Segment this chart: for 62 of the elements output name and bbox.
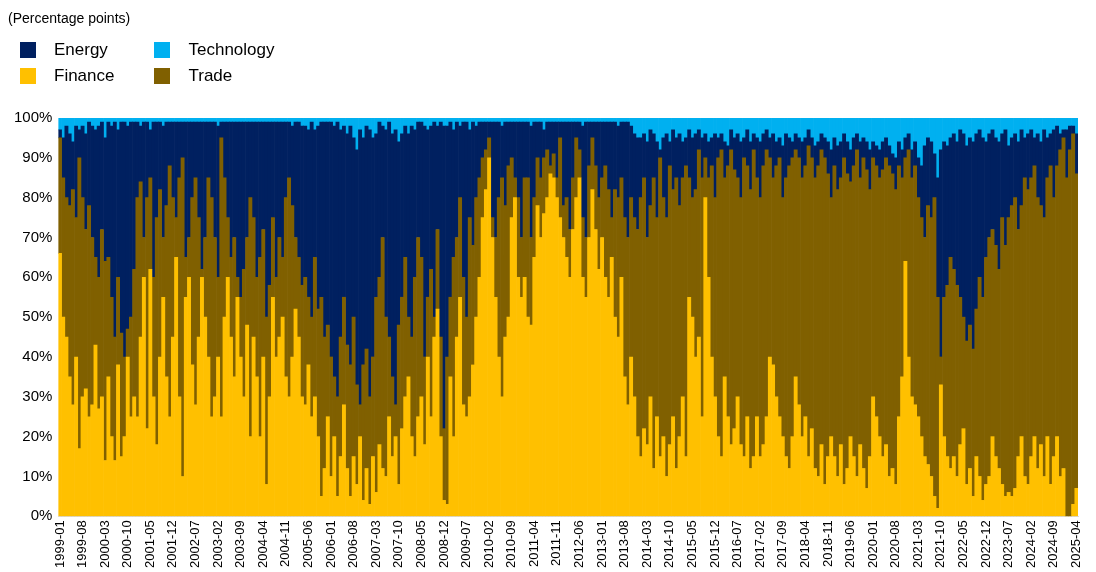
x-tick-label: 1999-01 <box>51 520 67 569</box>
x-tick-label: 2014-03 <box>638 520 654 569</box>
y-tick-label: 100% <box>13 108 53 126</box>
x-tick-label: 2012-06 <box>571 520 587 569</box>
x-tick-label: 2011-04 <box>525 520 541 568</box>
x-tick-label: 2015-12 <box>706 520 722 569</box>
y-tick-label: 30% <box>22 386 53 404</box>
x-tick-label: 2009-07 <box>458 520 474 569</box>
y-tick-label: 20% <box>22 426 53 444</box>
x-tick-label: 2023-07 <box>1000 520 1016 569</box>
x-tick-label: 2024-09 <box>1045 520 1061 569</box>
legend-label: Finance <box>54 66 115 86</box>
x-tick-label: 2014-10 <box>661 520 677 569</box>
chart-subtitle: (Percentage points) <box>8 10 131 26</box>
y-tick-label: 50% <box>22 307 53 325</box>
x-tick-label: 2018-04 <box>796 520 812 569</box>
y-tick-label: 40% <box>22 347 53 365</box>
legend-label: Trade <box>188 66 233 86</box>
x-tick-label: 2022-12 <box>977 520 993 569</box>
x-tick-label: 2011-11 <box>548 520 564 567</box>
x-tick-label: 2004-11 <box>277 520 293 568</box>
y-tick-label: 80% <box>22 187 53 205</box>
x-tick-label: 2010-02 <box>480 520 496 569</box>
y-tick-label: 0% <box>30 506 53 524</box>
y-tick-label: 60% <box>22 267 53 285</box>
x-tick-label: 2000-03 <box>96 520 112 569</box>
y-tick-label: 10% <box>22 466 53 484</box>
x-tick-label: 2021-10 <box>932 520 948 569</box>
x-tick-label: 2018-11 <box>819 520 835 568</box>
x-tick-label: 2022-05 <box>955 520 971 569</box>
x-tick-label: 2017-02 <box>751 520 767 569</box>
x-tick-label: 2005-06 <box>300 520 316 569</box>
x-tick-label: 2006-01 <box>322 520 338 569</box>
x-tick-label: 2003-02 <box>209 520 225 569</box>
y-tick-label: 70% <box>22 227 53 245</box>
x-tick-label: 2000-10 <box>119 520 135 569</box>
x-tick-label: 2002-07 <box>187 520 203 569</box>
legend-label: Energy <box>54 40 108 60</box>
x-tick-label: 2010-09 <box>503 520 519 569</box>
x-tick-label: 2016-07 <box>729 520 745 569</box>
x-tick-label: 2017-09 <box>774 520 790 569</box>
x-tick-label: 2015-05 <box>684 520 699 569</box>
x-tick-label: 2008-05 <box>412 520 428 569</box>
x-tick-label: 2013-08 <box>616 520 632 569</box>
x-tick-label: 2025-04 <box>1067 520 1083 569</box>
x-tick-label: 2007-03 <box>367 520 383 569</box>
x-tick-label: 2019-06 <box>842 520 858 569</box>
x-tick-label: 2013-01 <box>593 520 609 569</box>
x-tick-label: 2004-04 <box>254 520 270 569</box>
x-tick-label: 2007-10 <box>390 520 406 569</box>
x-tick-label: 2001-12 <box>164 520 180 569</box>
x-tick-label: 2020-08 <box>887 520 903 569</box>
x-tick-label: 2024-02 <box>1022 520 1038 569</box>
x-tick-label: 2001-05 <box>141 520 157 569</box>
legend-label: Technology <box>188 40 275 60</box>
x-tick-label: 2021-03 <box>909 520 925 569</box>
x-tick-label: 2020-01 <box>864 520 880 569</box>
x-tick-label: 2006-08 <box>345 520 361 569</box>
y-tick-label: 90% <box>22 147 53 165</box>
x-tick-label: 1999-08 <box>74 520 90 569</box>
x-tick-label: 2008-12 <box>435 520 451 569</box>
x-tick-label: 2003-09 <box>232 520 248 569</box>
